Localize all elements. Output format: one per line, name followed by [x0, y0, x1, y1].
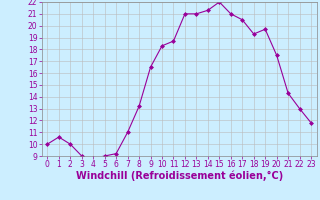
X-axis label: Windchill (Refroidissement éolien,°C): Windchill (Refroidissement éolien,°C) — [76, 171, 283, 181]
